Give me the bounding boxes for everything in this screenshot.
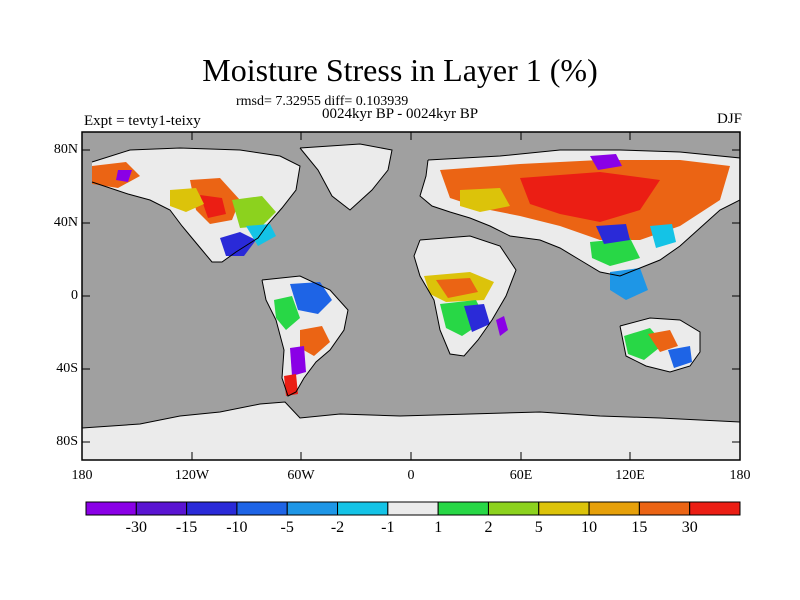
madagascar-landmass	[496, 316, 508, 336]
lon-tick-marks	[191, 132, 631, 460]
africa-stress-orange	[436, 278, 478, 298]
eurasia-stress-yellow	[460, 188, 510, 212]
na-alaska-purple	[116, 170, 132, 182]
na-stress-yellow	[170, 188, 204, 212]
eurasia-stress-green	[590, 238, 640, 266]
colorbar-label: -1	[381, 519, 395, 536]
antarctica-landmass	[82, 402, 740, 460]
colorbar-swatch	[186, 501, 238, 516]
greenland-landmass	[300, 144, 392, 210]
lat-tick-40n: 40N	[53, 215, 78, 230]
colorbar-swatch	[588, 501, 640, 516]
lon-tick-120w: 120W	[174, 468, 210, 483]
lon-tick-180w: 180	[71, 468, 93, 483]
lon-tick-0: 0	[407, 468, 415, 483]
eurasia-stress-purple	[590, 154, 622, 170]
colorbar-label: -2	[330, 519, 345, 536]
lon-tick-60w: 60W	[287, 468, 315, 483]
colorbar-swatch	[638, 501, 691, 516]
coastline-outline-sa	[261, 275, 349, 397]
na-stress-cyan	[246, 224, 276, 246]
colorbar-swatch	[135, 501, 188, 516]
sa-stress-purple	[290, 346, 306, 376]
colorbar-swatch	[85, 501, 137, 516]
na-stress-red	[200, 195, 226, 218]
coastline-outline-greenland	[299, 143, 393, 211]
sa-stress-green	[274, 296, 300, 330]
colorbar-swatch	[286, 501, 339, 516]
africa-stress-blue	[464, 304, 490, 332]
sa-stress-orange	[300, 326, 330, 356]
coastline-outline-eurasia	[419, 149, 741, 277]
map-title: Moisture Stress in Layer 1 (%)	[202, 52, 598, 88]
colorbar-label: -30	[125, 519, 147, 536]
coastline-outline-antarctica	[81, 401, 741, 429]
sa-stress-red	[284, 374, 298, 396]
coastline-outline-africa	[413, 235, 517, 357]
period-line: 0024kyr BP - 0024kyr BP	[322, 106, 479, 122]
colorbar-label: -10	[226, 519, 248, 536]
na-stress-blue	[220, 232, 256, 256]
na-stress-green	[232, 196, 276, 228]
eurasia-stress-red	[520, 172, 660, 222]
colorbar-swatch	[538, 501, 590, 516]
colorbar-label: 5	[534, 519, 543, 536]
colorbar-label: -15	[175, 519, 198, 536]
colorbar-swatch	[689, 501, 741, 516]
lat-tick-marks	[82, 149, 740, 443]
colorbar-label: 15	[631, 519, 648, 536]
colorbar-label: 2	[484, 519, 493, 536]
australia-stress-blue	[668, 346, 692, 368]
lon-tick-120e: 120E	[615, 468, 645, 483]
sa-stress-blue	[290, 282, 332, 314]
lat-tick-0: 0	[71, 288, 78, 303]
lat-tick-80s: 80S	[56, 434, 78, 449]
lon-tick-60e: 60E	[509, 468, 533, 483]
colorbar-swatch	[437, 501, 489, 516]
colorbar-swatch	[236, 501, 288, 516]
colorbar-swatch	[487, 501, 540, 516]
colorbar	[85, 501, 741, 516]
stats-line: rmsd= 7.32955 diff= 0.103939	[236, 94, 409, 109]
colorbar-label: 1	[434, 519, 443, 536]
lat-tick-40s: 40S	[56, 361, 78, 376]
season-label: DJF	[716, 111, 742, 127]
australia-stress-orange	[648, 330, 678, 352]
lon-tick-180e: 180	[729, 468, 751, 483]
colorbar-label: -5	[280, 519, 294, 536]
coastline-outline	[91, 147, 301, 263]
colorbar-swatch	[337, 501, 389, 516]
coastline-outline-australia	[619, 317, 701, 373]
eurasia-stress-blue	[596, 224, 630, 244]
experiment-label: Expt = tevty1-teixy	[84, 113, 201, 129]
lat-tick-80n: 80N	[53, 142, 78, 157]
colorbar-label: 30	[681, 519, 698, 536]
colorbar-label: 10	[581, 519, 598, 536]
colorbar-swatch	[387, 501, 439, 516]
eurasia-stress-cyan	[650, 224, 676, 248]
